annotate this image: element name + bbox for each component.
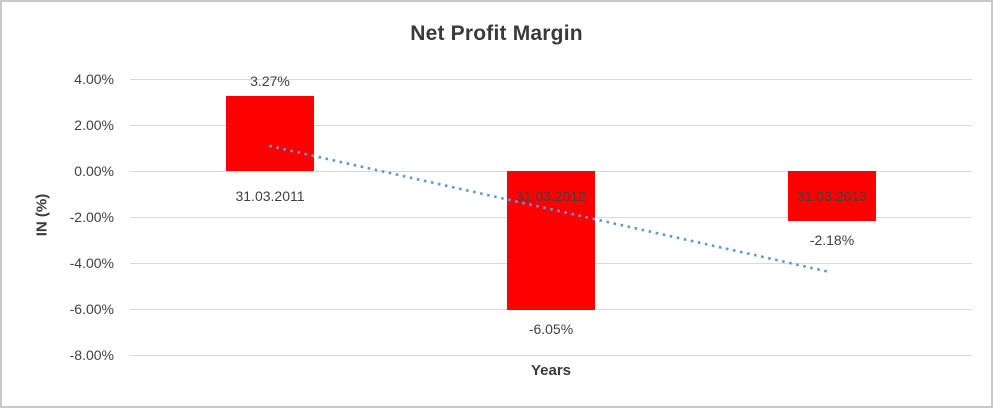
y-tick-label: -6.00% <box>69 301 114 317</box>
data-label: -6.05% <box>528 321 574 337</box>
gridline <box>130 79 972 80</box>
gridline <box>130 355 972 356</box>
x-category-label: 31.03.2012 <box>515 188 587 204</box>
y-tick-label: 2.00% <box>74 117 114 133</box>
y-tick-label: -4.00% <box>69 255 114 271</box>
data-label: -2.18% <box>809 232 855 248</box>
y-tick-label: -2.00% <box>69 209 114 225</box>
x-axis-title: Years <box>530 362 572 379</box>
bar-31.03.2011 <box>226 96 314 171</box>
gridline <box>130 125 972 126</box>
x-category-label: 31.03.2013 <box>796 188 868 204</box>
chart-title: Net Profit Margin <box>410 22 583 45</box>
y-tick-label: 4.00% <box>74 71 114 87</box>
y-tick-label: 0.00% <box>74 163 114 179</box>
data-label: 3.27% <box>250 73 290 89</box>
x-category-label: 31.03.2011 <box>235 188 305 204</box>
y-tick-label: -8.00% <box>69 347 114 363</box>
